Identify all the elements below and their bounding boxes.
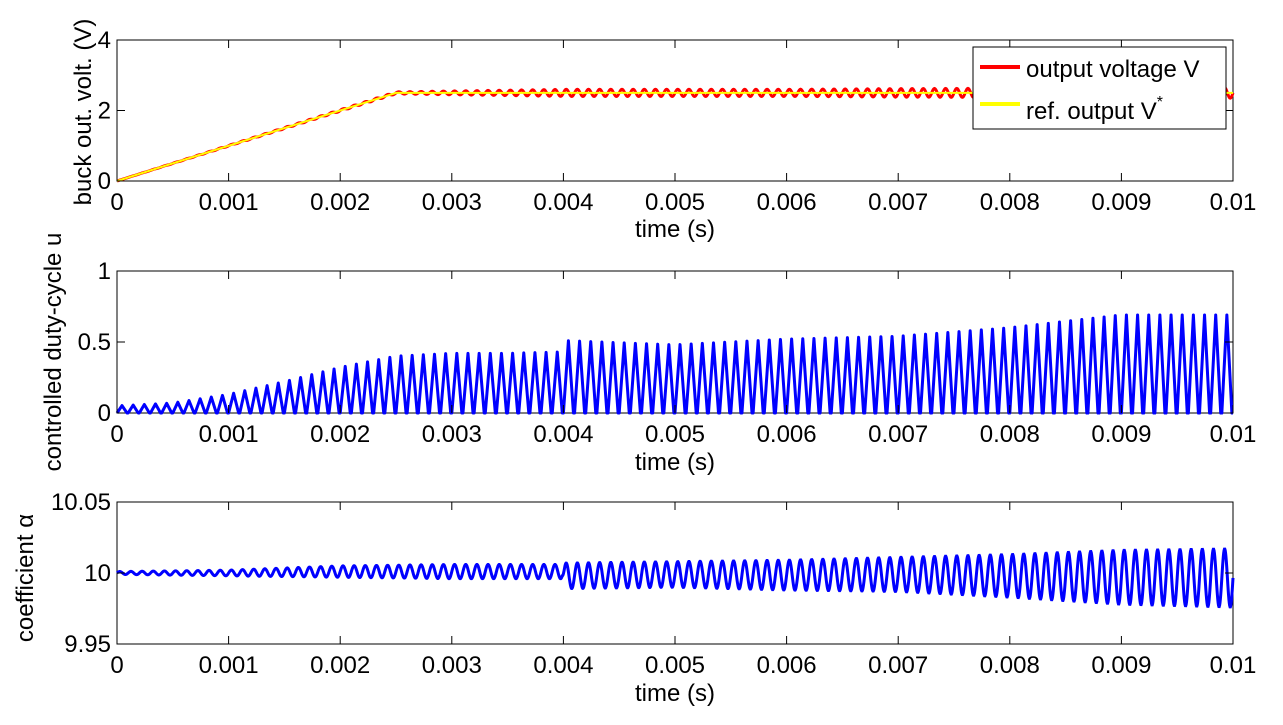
legend: output voltage V ref. output V* <box>972 46 1227 130</box>
x-tick-label: 0.01 <box>1210 189 1257 216</box>
x-tick-label: 0 <box>110 189 123 216</box>
legend-label-ref-voltage: ref. output V* <box>1026 94 1163 125</box>
x-tick-label: 0.005 <box>645 421 705 448</box>
y-tick-label: 4 <box>98 27 111 54</box>
y-axis-label: controlled duty-cycle u <box>40 233 67 472</box>
x-tick-label: 0.01 <box>1210 652 1257 679</box>
x-tick-label: 0.008 <box>980 189 1040 216</box>
y-tick-label: 2 <box>98 98 111 125</box>
x-tick-label: 0.005 <box>645 652 705 679</box>
alpha-panel: 0 0.001 0.002 0.003 0.004 0.005 0.006 0.007 0.00… <box>12 489 1256 707</box>
x-ticks: 0 0.001 0.002 0.003 0.004 0.005 0.006 0.007 0.00… <box>110 271 1256 448</box>
x-tick-label: 0.002 <box>310 652 370 679</box>
x-tick-label: 0.001 <box>199 421 259 448</box>
x-tick-label: 0.007 <box>868 189 928 216</box>
x-axis-label: time (s) <box>635 680 715 707</box>
x-tick-label: 0.009 <box>1091 189 1151 216</box>
x-ticks: 0 0.001 0.002 0.003 0.004 0.005 0.006 0.007 0.00… <box>110 502 1256 679</box>
y-tick-label: 0.5 <box>78 329 111 356</box>
ref-voltage-line <box>116 91 1233 182</box>
y-ticks: 9.95 10 10.05 <box>51 489 1233 658</box>
x-axis-label: time (s) <box>635 216 715 243</box>
x-tick-label: 0.006 <box>757 652 817 679</box>
duty-cycle-panel: 0 0.001 0.002 0.003 0.004 0.005 0.006 0.007 0.00… <box>40 233 1256 476</box>
x-tick-label: 0.001 <box>199 652 259 679</box>
x-tick-label: 0.004 <box>533 652 593 679</box>
x-tick-label: 0.002 <box>310 189 370 216</box>
legend-label-ref-text: ref. output V <box>1026 98 1157 125</box>
x-tick-label: 0.001 <box>199 189 259 216</box>
y-ticks: 00.51 <box>78 258 1233 427</box>
x-tick-label: 0.006 <box>757 189 817 216</box>
voltage-panel: 0 0.001 0.002 0.003 0.004 0.005 0.006 0.007 0.00… <box>70 19 1256 243</box>
legend-label-output-voltage: output voltage V <box>1026 56 1199 83</box>
x-tick-label: 0.008 <box>980 421 1040 448</box>
x-tick-label: 0.006 <box>757 421 817 448</box>
y-tick-label: 0 <box>98 400 111 427</box>
alpha-line <box>116 547 1235 609</box>
y-tick-label: 9.95 <box>64 631 111 658</box>
y-tick-label: 0 <box>98 168 111 195</box>
legend-label-ref-sup: * <box>1157 94 1163 111</box>
x-tick-label: 0.007 <box>868 652 928 679</box>
x-tick-label: 0.004 <box>533 421 593 448</box>
y-ticks: 0 2 4 <box>98 27 1233 195</box>
x-tick-label: 0.003 <box>422 421 482 448</box>
x-tick-label: 0.01 <box>1210 421 1257 448</box>
x-tick-label: 0.009 <box>1091 652 1151 679</box>
legend-box <box>972 46 1227 130</box>
y-axis-label: buck out. volt. (V) <box>70 19 97 206</box>
y-tick-label: 10.05 <box>51 489 111 516</box>
x-tick-label: 0.004 <box>533 189 593 216</box>
x-tick-label: 0 <box>110 421 123 448</box>
y-axis-label: coefficient α <box>12 514 39 642</box>
x-tick-label: 0 <box>110 652 123 679</box>
x-tick-label: 0.007 <box>868 421 928 448</box>
x-axis-label: time (s) <box>635 449 715 476</box>
y-tick-label: 10 <box>84 560 111 587</box>
x-tick-label: 0.002 <box>310 421 370 448</box>
x-tick-label: 0.008 <box>980 652 1040 679</box>
y-tick-label: 1 <box>98 258 111 285</box>
x-tick-label: 0.009 <box>1091 421 1151 448</box>
series-layer <box>116 547 1235 609</box>
x-tick-label: 0.003 <box>422 652 482 679</box>
x-tick-label: 0.003 <box>422 189 482 216</box>
x-tick-label: 0.005 <box>645 189 705 216</box>
x-ticks: 0 0.001 0.002 0.003 0.004 0.005 0.006 0.007 0.00… <box>110 40 1256 216</box>
